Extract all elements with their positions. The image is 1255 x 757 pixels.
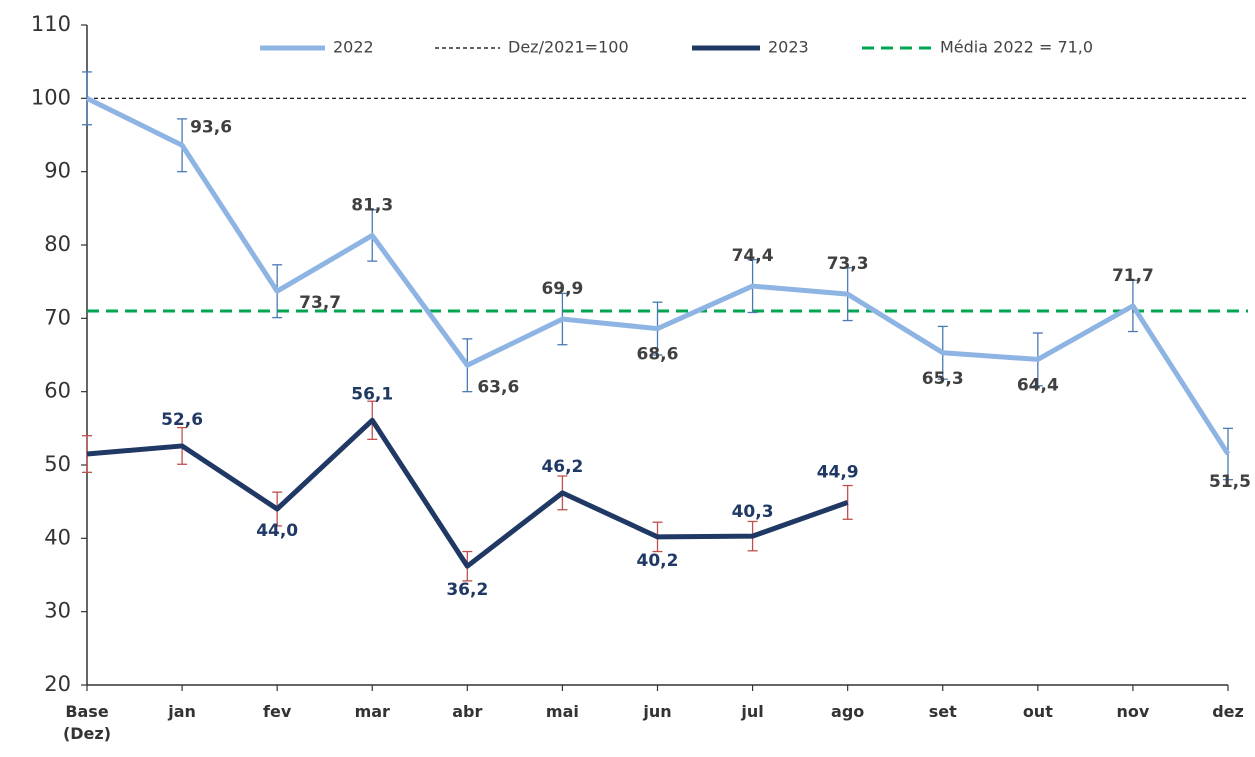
series-line (85, 96, 1231, 456)
y-tick-label: 90 (44, 159, 71, 183)
data-label: 40,2 (637, 551, 679, 571)
data-label: 64,4 (1017, 375, 1059, 395)
data-label: 52,6 (161, 410, 203, 430)
x-tick-label: out (1022, 702, 1053, 721)
data-label: 46,2 (541, 457, 583, 477)
x-tick-label: mar (354, 702, 390, 721)
y-tick-label: 80 (44, 232, 71, 256)
x-tick-label: nov (1116, 702, 1150, 721)
x-tick-label: mai (545, 702, 579, 721)
data-label: 68,6 (637, 345, 679, 365)
y-tick-label: 100 (31, 85, 71, 109)
y-tick-label: 70 (44, 305, 71, 329)
data-label: 56,1 (351, 384, 393, 404)
legend-label: 2022 (333, 38, 374, 57)
data-label: 93,6 (190, 117, 232, 137)
data-label: 69,9 (541, 279, 583, 299)
data-label: 44,9 (817, 462, 859, 482)
legend-label: 2023 (768, 38, 809, 57)
legend-label: Média 2022 = 71,0 (940, 38, 1093, 57)
data-label: 74,4 (732, 246, 774, 266)
y-tick-label: 20 (44, 672, 71, 696)
data-label: 71,7 (1112, 266, 1154, 286)
y-tick-label: 40 (44, 525, 71, 549)
error-bar (82, 71, 92, 126)
data-label: 81,3 (351, 195, 393, 215)
x-tick-label: Base (Dez) (62, 702, 112, 743)
x-tick-label: jul (741, 702, 764, 721)
x-tick-label: fev (263, 702, 292, 721)
data-label: 63,6 (477, 377, 519, 397)
x-tick-label: set (928, 702, 957, 721)
data-label: 44,0 (256, 521, 298, 541)
y-tick-label: 110 (31, 12, 71, 36)
y-tick-label: 60 (44, 379, 71, 403)
x-tick-label: jun (643, 702, 672, 721)
data-label: 65,3 (922, 369, 964, 389)
y-tick-label: 50 (44, 452, 71, 476)
y-tick-label: 30 (44, 599, 71, 623)
series-line (86, 417, 849, 569)
x-tick-label: ago (831, 702, 865, 721)
data-label: 40,3 (732, 502, 774, 522)
data-label: 73,3 (827, 254, 869, 274)
data-label: 73,7 (299, 293, 341, 313)
legend-label: Dez/2021=100 (508, 38, 629, 57)
x-tick-label: abr (452, 702, 483, 721)
x-tick-label: jan (168, 702, 196, 721)
data-label: 51,5 (1209, 472, 1251, 492)
data-label: 36,2 (446, 580, 488, 600)
x-tick-label: dez (1212, 702, 1244, 721)
